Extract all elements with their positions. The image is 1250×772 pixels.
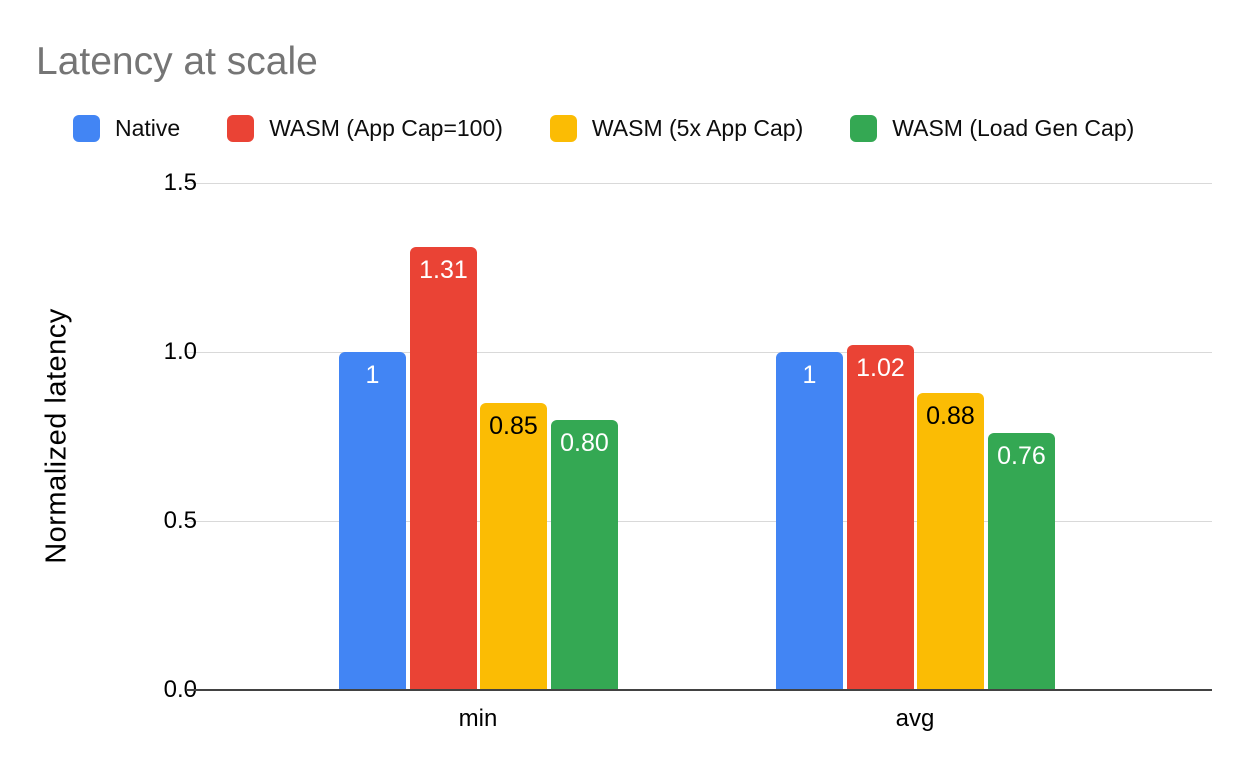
x-category-label-avg: avg	[895, 705, 935, 732]
y-tick-label-0.0: 0.0	[163, 676, 197, 703]
legend-item-wasm-app-cap-100: WASM (App Cap=100)	[227, 114, 503, 142]
legend-label: WASM (App Cap=100)	[269, 114, 503, 141]
bar-value-label: 0.85	[489, 412, 538, 440]
gridline-1.0	[187, 352, 1212, 353]
legend-item-native: Native	[73, 114, 181, 142]
bar-wasm-5x-app-cap-min: 0.85	[480, 403, 547, 690]
y-tick-label-1.5: 1.5	[163, 169, 197, 196]
bar-value-label: 1.31	[419, 256, 468, 284]
y-axis-title: Normalized latency	[40, 308, 73, 564]
legend: Native WASM (App Cap=100) WASM (5x App Cap…	[73, 112, 1134, 144]
legend-label: WASM (5x App Cap)	[591, 114, 804, 141]
legend-swatch-wasm-load-gen-cap	[850, 114, 878, 142]
legend-swatch-native	[73, 114, 100, 142]
bar-value-label: 1	[365, 361, 380, 389]
bar-value-label: 0.80	[560, 429, 609, 457]
gridline-1.5	[187, 183, 1212, 184]
bar-wasm-load-gen-cap-min: 0.80	[551, 420, 618, 690]
bar-wasm-app-cap-100-avg: 1.02	[847, 345, 914, 690]
bar-wasm-load-gen-cap-avg: 0.76	[988, 433, 1055, 690]
bar-value-label: 0.88	[926, 402, 975, 430]
legend-item-wasm-5x-app-cap: WASM (5x App Cap)	[549, 114, 804, 142]
bar-value-label: 1.02	[856, 354, 905, 382]
legend-label: Native	[115, 114, 181, 141]
legend-item-wasm-load-gen-cap: WASM (Load Gen Cap)	[850, 114, 1135, 142]
chart-title: Latency at scale	[36, 40, 318, 83]
legend-swatch-wasm-app-cap-100	[227, 114, 255, 142]
bar-value-label: 1	[802, 361, 817, 389]
x-axis-line	[187, 689, 1212, 691]
gridline-0.5	[187, 521, 1212, 522]
bar-wasm-5x-app-cap-avg: 0.88	[917, 393, 984, 690]
legend-label: WASM (Load Gen Cap)	[892, 114, 1135, 141]
legend-swatch-wasm-5x-app-cap	[549, 114, 577, 142]
bar-native-avg: 1	[776, 352, 843, 690]
y-tick-label-0.5: 0.5	[163, 507, 197, 534]
x-category-label-min: min	[458, 705, 498, 732]
bar-wasm-app-cap-100-min: 1.31	[410, 247, 477, 690]
bar-native-min: 1	[339, 352, 406, 690]
y-tick-label-1.0: 1.0	[163, 338, 197, 365]
bar-value-label: 0.76	[997, 442, 1046, 470]
